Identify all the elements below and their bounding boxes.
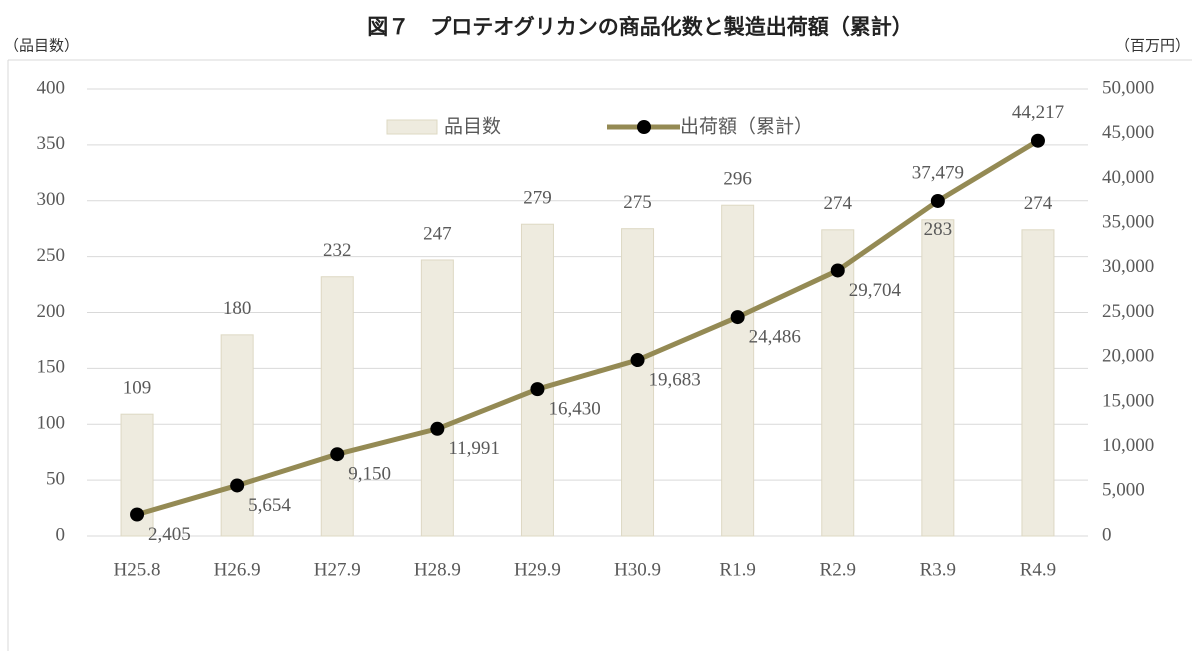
line-label: 37,479 (912, 162, 964, 183)
line-marker (630, 353, 645, 368)
y2-tick-label: 35,000 (1102, 211, 1154, 232)
line-marker (930, 193, 945, 208)
line-marker (430, 421, 445, 436)
line-label: 2,405 (148, 524, 191, 545)
bar-label: 109 (123, 378, 152, 399)
line-label: 5,654 (248, 495, 291, 516)
y2-tick-label: 50,000 (1102, 77, 1154, 98)
y2-tick-label: 40,000 (1102, 167, 1154, 188)
line (136, 138, 1040, 517)
bar (420, 259, 454, 537)
y-axis-label: （品目数） (4, 37, 79, 55)
y2-tick-label: 30,000 (1102, 256, 1154, 277)
x-tick-label: H28.9 (414, 559, 461, 580)
x-tick-label: H29.9 (514, 559, 561, 580)
bar (520, 223, 554, 537)
line-label: 16,430 (548, 398, 600, 419)
line-label: 11,991 (448, 438, 500, 459)
bar-label: 232 (323, 240, 352, 261)
y-tick-label: 0 (56, 524, 66, 545)
bar (921, 219, 955, 537)
y2-tick-label: 5,000 (1102, 480, 1145, 501)
line-label: 44,217 (1012, 102, 1064, 123)
bar-label: 247 (423, 223, 452, 244)
y2-axis-label: （百万円） (1115, 37, 1190, 55)
y2-tick-label: 25,000 (1102, 301, 1154, 322)
y2-tick-label: 15,000 (1102, 390, 1154, 411)
line-label: 9,150 (348, 464, 391, 485)
x-tick-label: H27.9 (314, 559, 361, 580)
line-marker (1030, 133, 1045, 148)
y2-tick-label: 10,000 (1102, 435, 1154, 456)
y-tick-label: 200 (37, 301, 66, 322)
x-tick-label: R2.9 (820, 559, 856, 580)
y-tick-label: 300 (37, 189, 66, 210)
line-marker (830, 263, 845, 278)
legend-swatch (386, 119, 438, 135)
legend-label: 品目数 (444, 116, 501, 138)
y-tick-label: 50 (46, 468, 65, 489)
bar (320, 276, 354, 537)
y-tick-label: 150 (37, 357, 66, 378)
bar (1021, 229, 1055, 537)
legend-label: 出荷額（累計） (680, 116, 813, 138)
line-marker (330, 447, 345, 462)
bar (220, 334, 254, 537)
line-label: 19,683 (649, 369, 701, 390)
line-label: 29,704 (849, 280, 902, 301)
y2-tick-label: 45,000 (1102, 122, 1154, 143)
x-tick-label: H25.8 (114, 559, 161, 580)
y2-tick-label: 20,000 (1102, 346, 1154, 367)
x-tick-label: H30.9 (614, 559, 661, 580)
y2-tick-label: 0 (1102, 524, 1112, 545)
line-label: 24,486 (749, 326, 801, 347)
bar-label: 296 (723, 169, 752, 190)
x-tick-label: R4.9 (1020, 559, 1056, 580)
bar-label: 180 (223, 298, 252, 319)
line-marker (230, 478, 245, 493)
line-marker (730, 310, 745, 325)
line-marker (530, 382, 545, 397)
bar-label: 275 (623, 192, 652, 213)
bar (621, 228, 655, 537)
y-tick-label: 350 (37, 133, 66, 154)
chart-title: 図７ プロテオグリカンの商品化数と製造出荷額（累計） (367, 15, 913, 39)
x-tick-label: R3.9 (920, 559, 956, 580)
bar-label: 283 (924, 219, 953, 240)
legend-swatch (637, 120, 651, 134)
y-tick-label: 100 (37, 413, 66, 434)
bar-label: 274 (1024, 193, 1053, 214)
bar-label: 274 (824, 193, 853, 214)
bar (821, 229, 855, 537)
x-tick-label: H26.9 (214, 559, 261, 580)
y-tick-label: 400 (37, 77, 66, 98)
x-tick-label: R1.9 (719, 559, 755, 580)
bar (721, 204, 755, 537)
y-tick-label: 250 (37, 245, 66, 266)
bar-label: 279 (523, 188, 552, 209)
line-marker (130, 507, 145, 522)
